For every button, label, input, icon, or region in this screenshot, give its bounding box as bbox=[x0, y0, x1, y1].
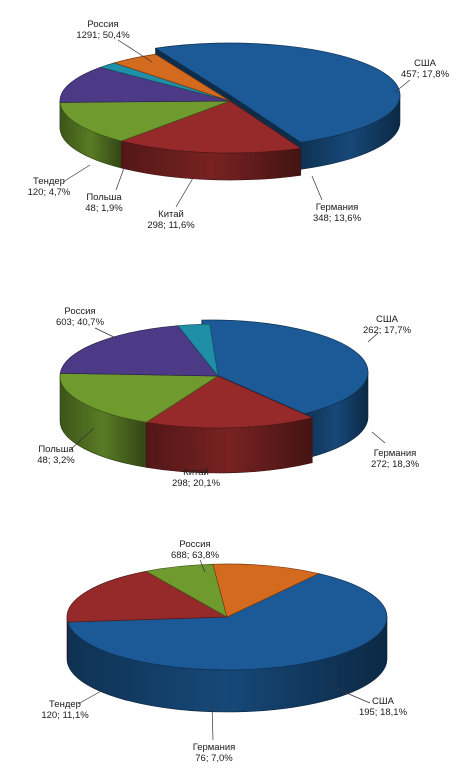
leader-line bbox=[371, 431, 386, 444]
leader-line bbox=[69, 427, 95, 451]
pie-slice-Китай bbox=[59, 66, 231, 103]
pie-slice-Тендер bbox=[113, 53, 231, 102]
data-label: Тендер 120; 11,1% bbox=[41, 699, 89, 721]
leader-line bbox=[117, 39, 153, 63]
data-label: Россия 1291; 50,4% bbox=[76, 19, 130, 41]
pie-slice-США bbox=[120, 100, 302, 154]
pie-slice-Россия bbox=[154, 42, 401, 143]
data-label: Россия 688; 63,8% bbox=[171, 539, 220, 561]
pie-slice-Германия bbox=[59, 372, 220, 423]
data-label: Германия 272; 18,3% bbox=[371, 448, 420, 470]
data-label: Польша 48; 1,9% bbox=[85, 192, 123, 214]
data-label: США 195; 18,1% bbox=[359, 696, 408, 718]
pie-slice-Германия bbox=[59, 100, 231, 142]
pie-slice-Китай bbox=[59, 325, 219, 377]
pie-slice-Россия bbox=[67, 573, 388, 671]
data-label: Тендер 120; 4,7% bbox=[28, 176, 71, 198]
leader-line bbox=[115, 167, 125, 191]
leader-line bbox=[77, 689, 104, 705]
data-label: США 262; 17,7% bbox=[363, 314, 412, 336]
leader-line bbox=[311, 175, 323, 201]
pie-slice-Тендер bbox=[212, 563, 320, 618]
data-label: Китай 298; 11,6% bbox=[147, 209, 195, 231]
pie-slice-США bbox=[145, 375, 314, 429]
leader-line bbox=[367, 332, 379, 343]
data-label: Китай 298; 20,1% bbox=[172, 467, 221, 489]
data-label: Германия 76; 7,0% bbox=[193, 742, 236, 764]
data-label: Россия 603; 40,7% bbox=[56, 306, 105, 328]
leader-line bbox=[62, 164, 91, 183]
leader-line bbox=[394, 79, 411, 93]
data-label: Польша 48; 3,2% bbox=[37, 444, 75, 466]
data-label: США 457; 17,8% bbox=[401, 58, 450, 80]
pie-chart-3: Россия 688; 63,8% США 195; 18,1% Германия 76;… bbox=[41, 539, 407, 764]
leader-line bbox=[329, 685, 371, 704]
pie-chart-1: Россия 1291; 50,4% США 457; 17,8% Германия 34… bbox=[28, 19, 450, 231]
leader-line bbox=[211, 705, 214, 741]
leader-line bbox=[94, 327, 117, 339]
leader-line bbox=[175, 177, 194, 208]
pie-slice-Польша bbox=[177, 323, 219, 378]
pie-slice-Россия bbox=[201, 319, 369, 415]
data-label: Германия 348; 13,6% bbox=[313, 202, 362, 224]
pie-slice-США bbox=[66, 570, 229, 623]
pie-chart-2: Россия 603; 40,7% США 262; 17,7% Германия 272… bbox=[37, 306, 419, 489]
leader-line bbox=[199, 559, 206, 573]
